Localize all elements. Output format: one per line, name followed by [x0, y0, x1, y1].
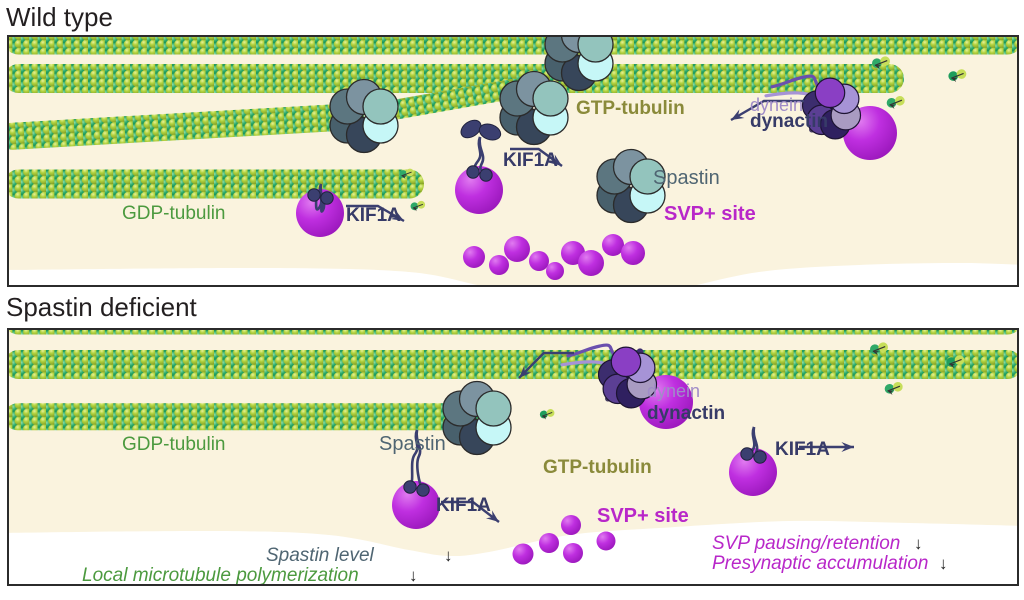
svg-text:↓: ↓	[939, 554, 948, 573]
svg-text:↓: ↓	[444, 546, 453, 565]
svg-text:SVP pausing/retention: SVP pausing/retention	[712, 533, 900, 554]
svg-text:KIF1A: KIF1A	[436, 495, 491, 516]
svg-text:Spastin: Spastin	[653, 167, 720, 189]
svg-text:SVP+ site: SVP+ site	[597, 505, 689, 527]
svg-text:dynein: dynein	[647, 381, 700, 401]
svg-text:Local microtubule polymerizati: Local microtubule polymerization	[82, 565, 359, 584]
svg-text:GTP-tubulin: GTP-tubulin	[576, 98, 685, 119]
svg-text:dynactin: dynactin	[750, 111, 828, 132]
svg-text:KIF1A: KIF1A	[503, 150, 558, 171]
svg-text:dynactin: dynactin	[647, 403, 725, 424]
svg-text:GDP-tubulin: GDP-tubulin	[122, 203, 226, 224]
svg-text:Presynaptic accumulation: Presynaptic accumulation	[712, 553, 929, 574]
svg-text:GTP-tubulin: GTP-tubulin	[543, 457, 652, 478]
svg-text:Spastin level: Spastin level	[266, 545, 375, 566]
svg-text:↓: ↓	[914, 534, 923, 553]
svg-text:SVP+ site: SVP+ site	[664, 203, 756, 225]
svg-text:KIF1A: KIF1A	[346, 205, 401, 226]
svg-text:KIF1A: KIF1A	[775, 439, 830, 460]
svg-text:Spastin: Spastin	[379, 433, 446, 455]
svg-text:GDP-tubulin: GDP-tubulin	[122, 434, 226, 455]
svg-text:↓: ↓	[409, 566, 418, 584]
